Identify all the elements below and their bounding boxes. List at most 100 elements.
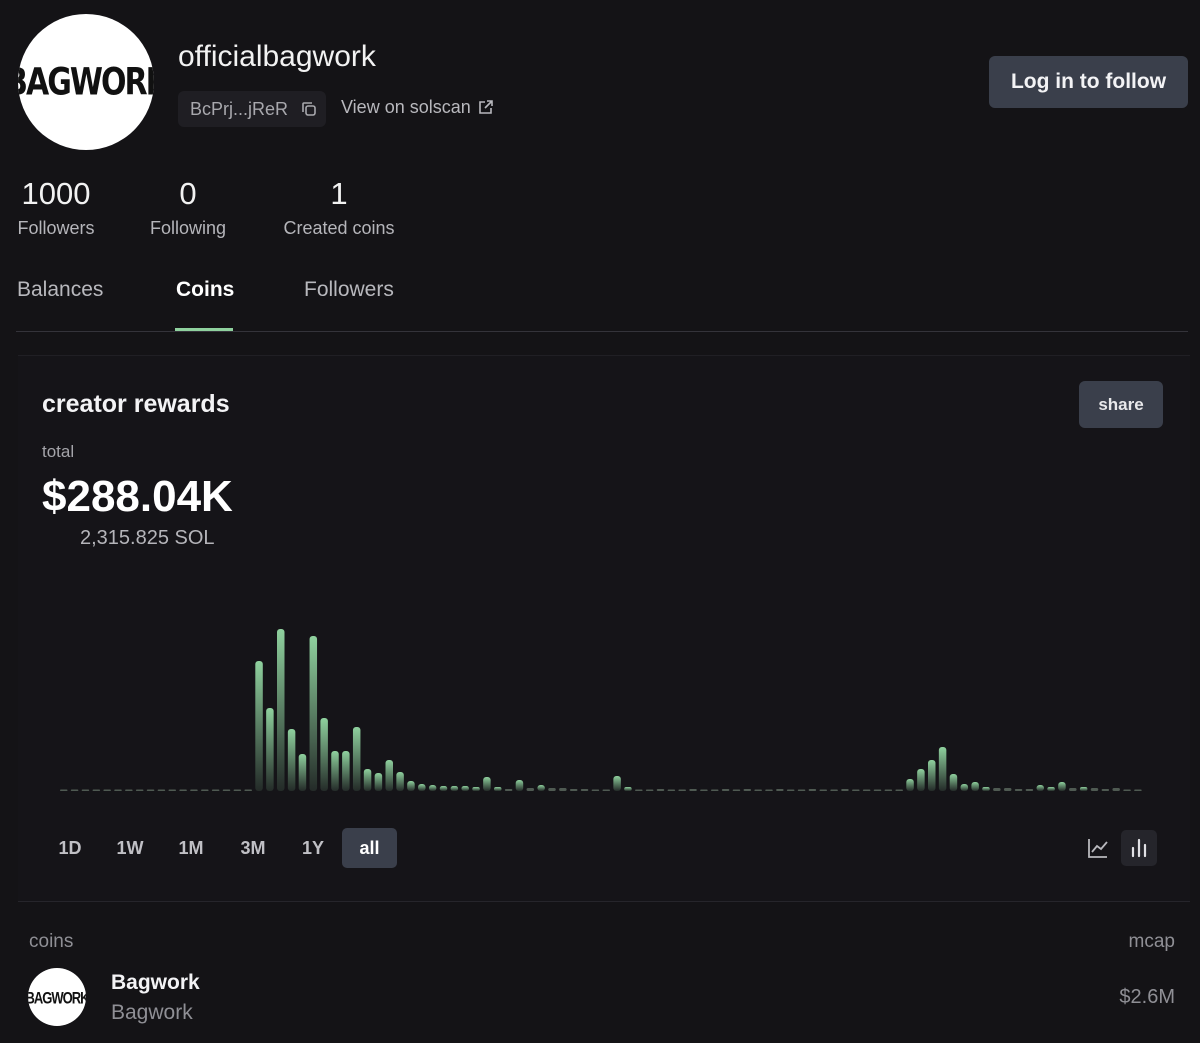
bar: [92, 789, 101, 791]
bar: [277, 629, 285, 791]
coin-name[interactable]: Bagwork: [111, 971, 200, 994]
bar: [645, 789, 654, 791]
bar: [797, 789, 806, 791]
bar: [331, 751, 339, 791]
bar: [884, 789, 893, 791]
stat: 1 Created coins: [278, 176, 400, 239]
tab[interactable]: Coins: [176, 278, 235, 301]
total-label: total: [42, 442, 75, 461]
tab[interactable]: Balances: [17, 278, 104, 301]
bar: [873, 789, 882, 791]
share-button[interactable]: share: [1079, 381, 1163, 428]
copy-icon: [302, 102, 316, 116]
bar: [146, 789, 155, 791]
bar: [483, 777, 491, 791]
bar: [1014, 789, 1023, 791]
bar: [428, 785, 437, 791]
tab[interactable]: Followers: [304, 278, 394, 301]
bar: [591, 789, 600, 791]
bar: [971, 782, 979, 791]
range-button[interactable]: 1M: [178, 837, 204, 858]
bar: [385, 760, 393, 791]
bar: [862, 789, 871, 791]
bar: [624, 787, 632, 791]
bar: [613, 776, 621, 791]
bar: [1123, 789, 1131, 791]
total-value: $288.04K: [42, 472, 233, 521]
mcap-header: mcap: [1128, 931, 1175, 952]
rewards-card: [18, 355, 1190, 902]
tab-indicator: [175, 328, 233, 331]
bar: [906, 779, 914, 791]
bar: [526, 788, 535, 791]
total-sol: 2,315.825 SOL: [80, 527, 215, 549]
bar: [233, 789, 242, 791]
username: officialbagwork: [178, 40, 376, 73]
coin-avatar: BAGWORK: [28, 968, 86, 1026]
coin-logo: BAGWORK: [28, 987, 86, 1007]
stat-label: Followers: [17, 218, 95, 238]
bar: [472, 787, 480, 791]
bar-chart-toggle[interactable]: [1121, 830, 1157, 866]
bar: [222, 789, 231, 791]
address-chip[interactable]: BcPrj...jReR: [178, 91, 326, 127]
stat: 0 Following: [143, 176, 233, 239]
bar: [1134, 789, 1142, 791]
range-button[interactable]: all: [342, 828, 397, 868]
bar: [656, 789, 665, 791]
bar: [407, 781, 415, 791]
bar: [287, 729, 296, 791]
bar: [786, 789, 795, 791]
bar: [732, 789, 741, 791]
chart: [60, 629, 1142, 791]
solscan-link[interactable]: View on solscan: [341, 97, 494, 118]
range-button[interactable]: 1W: [116, 837, 144, 858]
bar: [711, 789, 719, 791]
bar: [635, 789, 643, 791]
rewards-title: creator rewards: [42, 390, 230, 418]
bar: [504, 789, 513, 791]
stat-value: 0: [179, 176, 197, 211]
bar: [830, 789, 838, 791]
bar: [1058, 782, 1066, 791]
bar: [548, 788, 556, 791]
bar: [938, 747, 947, 791]
bar: [808, 789, 817, 791]
bar: [1025, 789, 1034, 791]
bar: [1047, 787, 1055, 791]
solscan-text: View on solscan: [341, 97, 471, 117]
bar: [743, 789, 752, 791]
bar: [244, 789, 252, 791]
stat-value: 1: [330, 176, 348, 211]
bar: [852, 789, 860, 791]
bar: [1090, 788, 1099, 791]
bar: [418, 784, 426, 791]
bar: [342, 751, 350, 791]
follow-button[interactable]: Log in to follow: [989, 56, 1188, 108]
bar: [917, 769, 925, 791]
bar: [81, 789, 90, 791]
bar: [309, 636, 318, 791]
range-button[interactable]: 1Y: [301, 837, 325, 858]
coins-header: coins: [29, 931, 74, 952]
range-button[interactable]: 1D: [58, 837, 82, 858]
bar: [819, 789, 827, 791]
bar: [1036, 785, 1044, 791]
bar: [678, 789, 686, 791]
bar: [266, 708, 274, 791]
line-chart-toggle[interactable]: [1086, 836, 1110, 860]
bar: [1003, 788, 1012, 791]
bar: [157, 789, 166, 791]
bar: [982, 787, 990, 791]
bar: [179, 789, 187, 791]
bar: [255, 661, 263, 791]
bar: [114, 789, 122, 791]
bar: [70, 789, 79, 791]
bar: [190, 789, 198, 791]
avatar-logo: BAGWORK: [18, 60, 154, 104]
stat-label: Created coins: [283, 218, 395, 238]
bar: [320, 718, 328, 791]
range-button[interactable]: 3M: [240, 837, 266, 858]
bar: [841, 789, 849, 791]
bar: [298, 754, 307, 791]
